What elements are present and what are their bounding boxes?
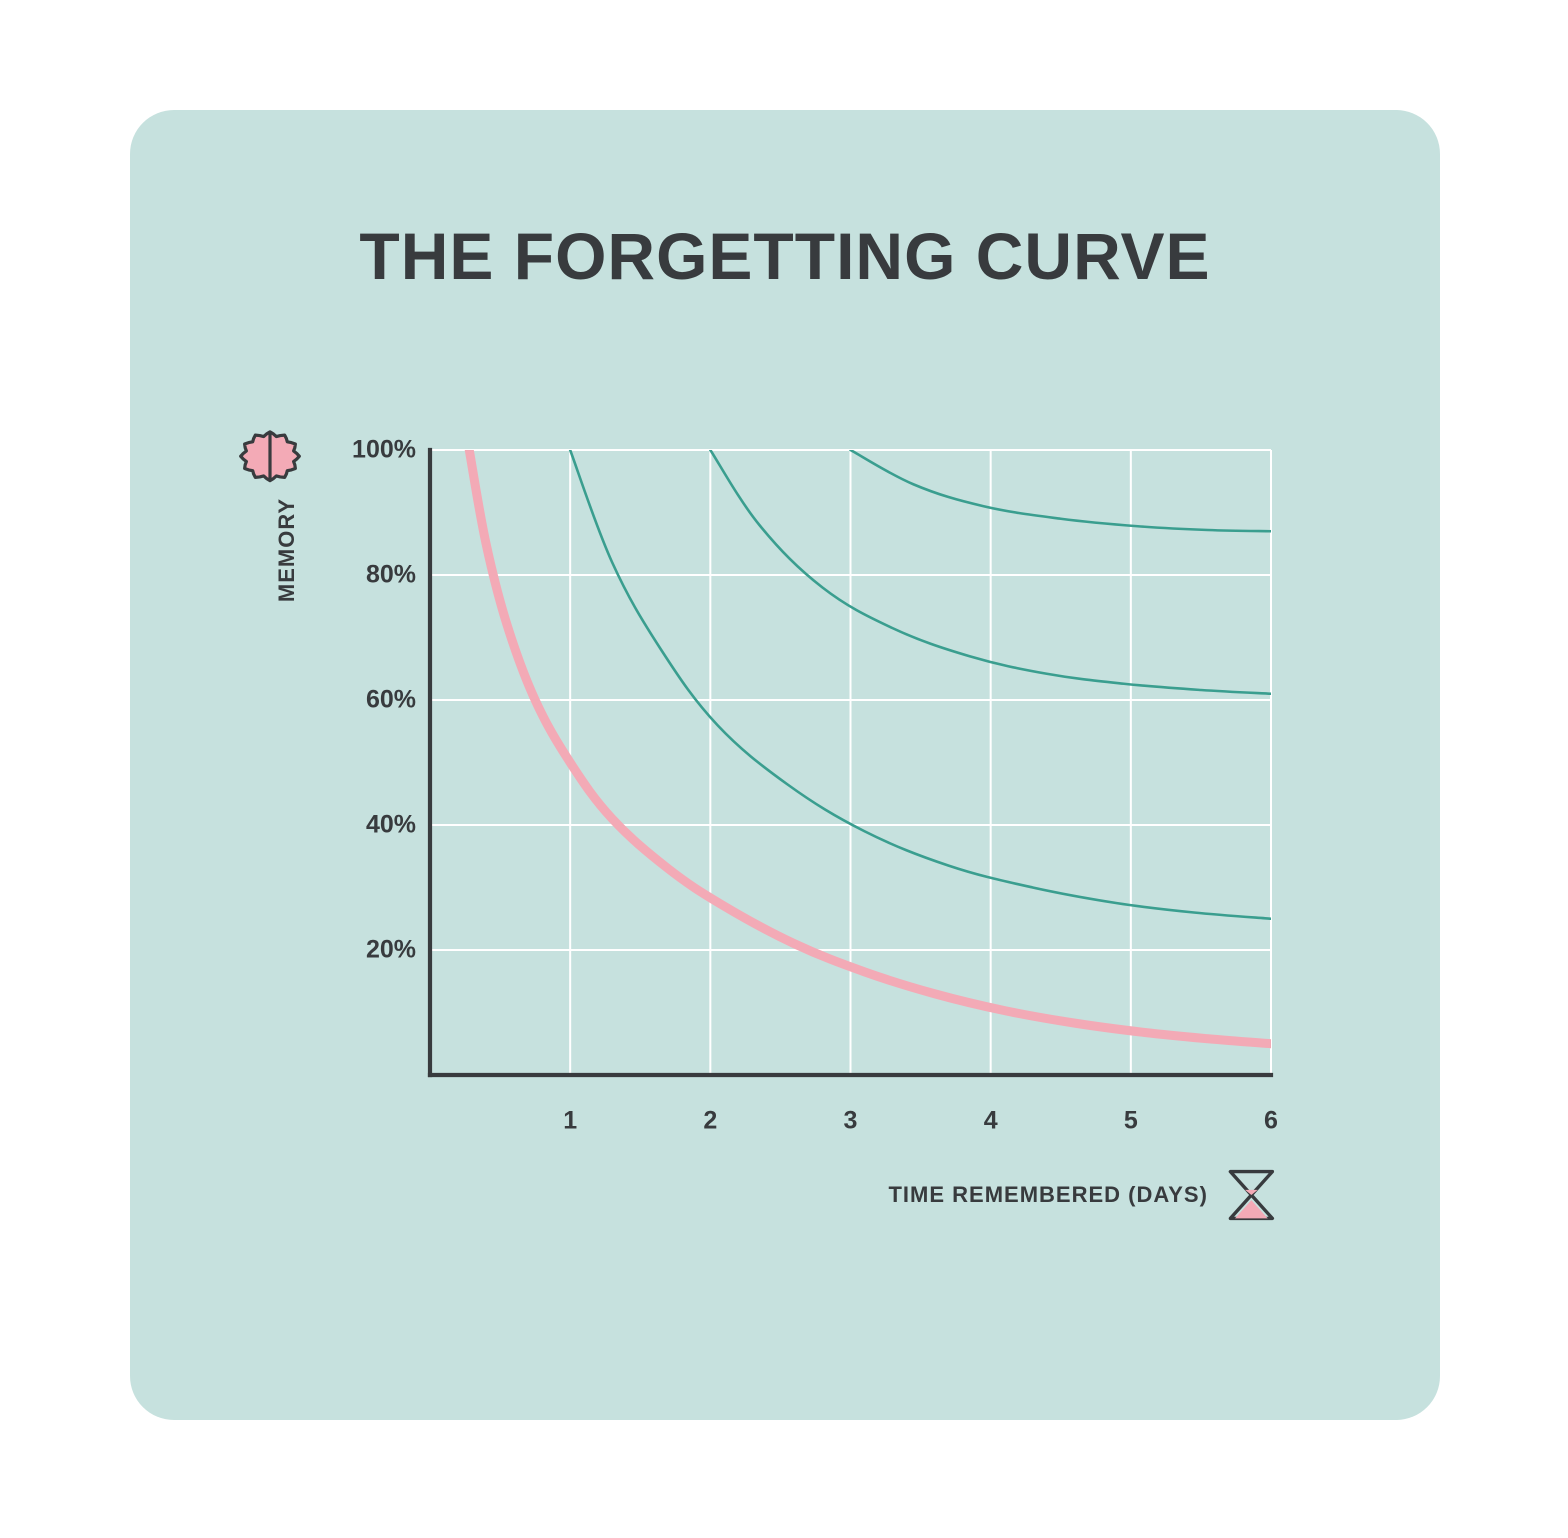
- x-tick-label: 3: [844, 1107, 858, 1136]
- brain-icon: [241, 432, 300, 481]
- x-axis-label: TIME REMEMBERED (DAYS): [888, 1182, 1207, 1208]
- forgetting-curve-chart: [0, 0, 1568, 1538]
- x-tick-label: 1: [563, 1107, 577, 1136]
- review-curve-3: [851, 450, 1272, 531]
- hourglass-icon: [1230, 1172, 1272, 1219]
- main-forgetting-curve: [469, 450, 1271, 1044]
- y-axis-label: MEMORY: [274, 498, 300, 602]
- y-tick-label: 100%: [352, 436, 416, 465]
- x-tick-label: 4: [984, 1107, 998, 1136]
- y-tick-label: 80%: [366, 561, 416, 590]
- y-tick-label: 20%: [366, 936, 416, 965]
- x-tick-label: 5: [1124, 1107, 1138, 1136]
- y-tick-label: 60%: [366, 686, 416, 715]
- review-curve-1: [570, 450, 1271, 919]
- x-tick-label: 2: [703, 1107, 717, 1136]
- y-tick-label: 40%: [366, 811, 416, 840]
- x-tick-label: 6: [1264, 1107, 1278, 1136]
